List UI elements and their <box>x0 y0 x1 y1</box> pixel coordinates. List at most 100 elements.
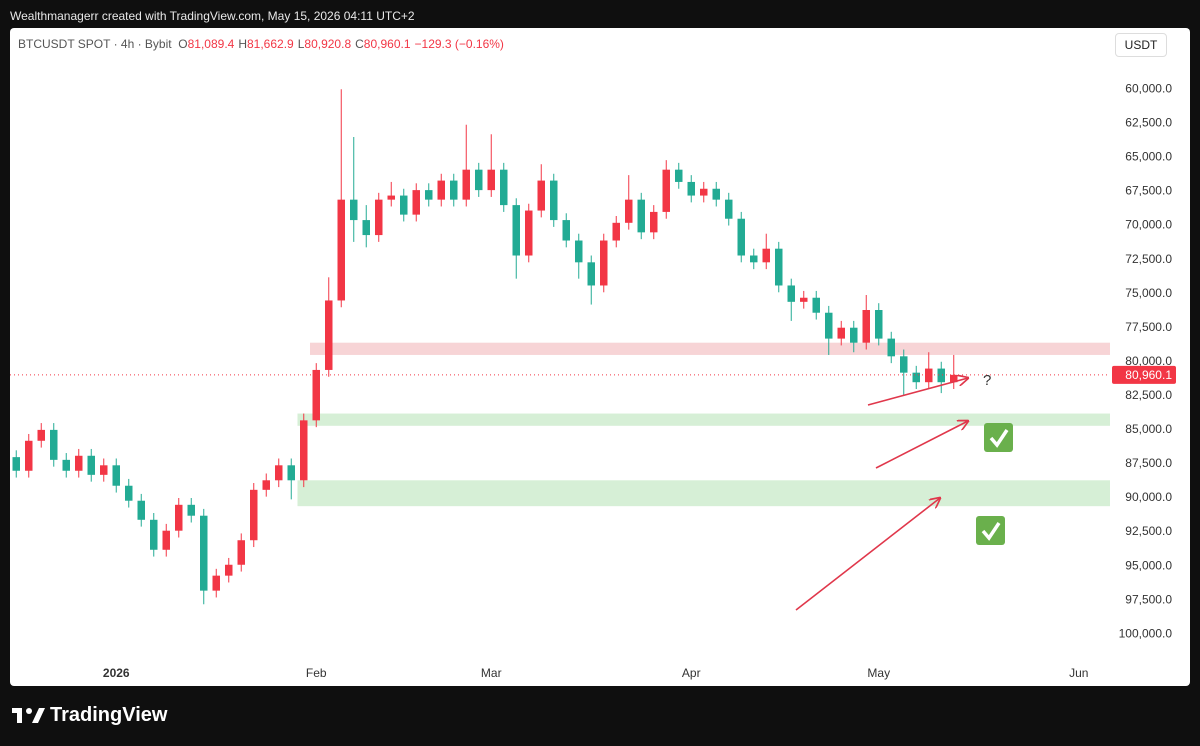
caption: Wealthmanagerr created with TradingView.… <box>10 9 415 23</box>
candle-body <box>537 180 545 211</box>
currency-button[interactable]: USDT <box>1115 33 1167 57</box>
candle-body <box>387 195 395 200</box>
candle-body <box>212 575 220 591</box>
y-tick-label: 85,000.0 <box>1125 422 1172 436</box>
candle-body <box>575 240 583 263</box>
y-tick-label: 62,500.0 <box>1125 116 1172 130</box>
candle-body <box>37 429 45 441</box>
y-tick-label: 97,500.0 <box>1125 592 1172 606</box>
y-tick-label: 92,500.0 <box>1125 524 1172 538</box>
candle-body <box>612 222 620 241</box>
candle-body <box>150 519 158 550</box>
candle-body <box>312 369 320 421</box>
candle-body <box>750 255 758 263</box>
candle-body <box>600 240 608 286</box>
y-tick-label: 87,500.0 <box>1125 456 1172 470</box>
candle-body <box>125 485 133 501</box>
ohlc-value: 80,920.8 <box>304 37 352 51</box>
candle-body <box>887 338 895 357</box>
candle-body <box>100 465 108 475</box>
candle-body <box>475 169 483 191</box>
candle-body <box>800 297 808 302</box>
ohlc-value: 81,662.9 <box>247 37 294 51</box>
candle-body <box>350 199 358 221</box>
annotation: ? <box>983 372 991 389</box>
arrows <box>795 378 968 611</box>
check-icon <box>984 423 1013 452</box>
candle-body <box>50 429 58 460</box>
ohlc-letter: O <box>178 37 188 51</box>
candle-body <box>200 515 208 591</box>
x-tick-label: Mar <box>481 666 502 680</box>
arrow <box>875 421 968 469</box>
y-tick-label: 90,000.0 <box>1125 490 1172 504</box>
candle-body <box>775 248 783 286</box>
candle-body <box>512 205 520 256</box>
candle-body <box>725 199 733 219</box>
candle-body <box>862 310 870 343</box>
candle-body <box>487 169 495 191</box>
candle-body <box>550 180 558 221</box>
last-price-label: 80,960.1 <box>1125 368 1172 382</box>
candle-body <box>425 190 433 200</box>
ohlc-value: 80,960.1 <box>363 37 411 51</box>
candle-body <box>362 220 370 236</box>
symbol: BTCUSDT SPOT · 4h · Bybit <box>18 37 172 51</box>
candle-body <box>62 459 70 471</box>
candle-body <box>87 455 95 475</box>
candle-body <box>825 312 833 339</box>
candle-body <box>675 169 683 182</box>
candle-body <box>287 465 295 481</box>
ohlc-letter: H <box>238 37 247 51</box>
candle-body <box>25 440 33 471</box>
candle-body <box>175 504 183 531</box>
candle-body <box>162 530 170 550</box>
brand: TradingView <box>50 704 168 726</box>
candle-body <box>925 368 933 383</box>
brand-logo <box>12 708 45 723</box>
candle-body <box>787 285 795 302</box>
candle-body <box>837 327 845 339</box>
last-price-tag <box>1112 365 1176 384</box>
candle-body <box>237 540 245 565</box>
candle-body <box>187 504 195 516</box>
y-tick-label: 65,000.0 <box>1125 150 1172 164</box>
candle-body <box>300 420 308 481</box>
candle-body <box>712 188 720 200</box>
candle-body <box>450 180 458 200</box>
candle-body <box>262 480 270 490</box>
candle-body <box>562 220 570 241</box>
y-tick-label: 82,500.0 <box>1125 388 1172 402</box>
candle-body <box>587 262 595 286</box>
candle-body <box>625 199 633 223</box>
y-tick-label: 80,000.0 <box>1125 354 1172 368</box>
check-icon <box>976 516 1005 545</box>
ohlc-letter: C <box>355 37 364 51</box>
y-tick-label: 95,000.0 <box>1125 558 1172 572</box>
candle-body <box>637 199 645 233</box>
x-tick-label: Jun <box>1069 666 1088 680</box>
candle-body <box>812 297 820 313</box>
y-tick-label: 77,500.0 <box>1125 320 1172 334</box>
ohlc-value: 81,089.4 <box>187 37 235 51</box>
arrow <box>867 378 968 406</box>
ohlc-letter: L <box>297 37 305 51</box>
candle-body <box>400 195 408 215</box>
y-tick-label: 60,000.0 <box>1125 81 1172 95</box>
candle-body <box>500 169 508 206</box>
candle-body <box>662 169 670 212</box>
candle-body <box>412 190 420 215</box>
x-tick-label: Feb <box>306 666 327 680</box>
candle-body <box>912 372 920 383</box>
candle-body <box>875 310 883 339</box>
y-tick-label: 67,500.0 <box>1125 184 1172 198</box>
change: −129.3 (−0.16%) <box>414 37 504 51</box>
candle-body <box>687 181 695 196</box>
y-tick-label: 72,500.0 <box>1125 252 1172 266</box>
candle-body <box>250 489 258 541</box>
legend: BTCUSDT SPOT · 4h · Bybit O81,089.4 H81,6… <box>18 37 508 51</box>
candle-body <box>950 374 958 383</box>
candle-body <box>462 169 470 200</box>
candle-body <box>525 210 533 256</box>
candle-body <box>650 211 658 233</box>
